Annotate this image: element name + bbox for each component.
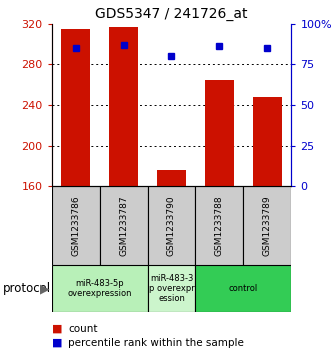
Text: protocol: protocol: [3, 282, 52, 295]
Text: miR-483-3
p overexpr
ession: miR-483-3 p overexpr ession: [149, 274, 194, 303]
Text: percentile rank within the sample: percentile rank within the sample: [68, 338, 244, 348]
Text: miR-483-5p
overexpression: miR-483-5p overexpression: [67, 279, 132, 298]
Bar: [157, 170, 186, 186]
Bar: [195, 265, 291, 312]
Text: GSM1233786: GSM1233786: [71, 195, 80, 256]
Text: count: count: [68, 323, 98, 334]
Bar: [243, 186, 291, 265]
Text: GSM1233789: GSM1233789: [263, 195, 272, 256]
Bar: [205, 79, 234, 186]
Bar: [148, 186, 195, 265]
Bar: [148, 265, 195, 312]
Text: GSM1233788: GSM1233788: [215, 195, 224, 256]
Text: GSM1233787: GSM1233787: [119, 195, 128, 256]
Bar: [52, 265, 148, 312]
Title: GDS5347 / 241726_at: GDS5347 / 241726_at: [95, 7, 248, 21]
Text: GSM1233790: GSM1233790: [167, 195, 176, 256]
Text: ■: ■: [52, 323, 62, 334]
Bar: [253, 97, 282, 186]
Bar: [52, 186, 100, 265]
Bar: [100, 186, 148, 265]
Bar: [109, 26, 138, 186]
Text: control: control: [229, 284, 258, 293]
Bar: [195, 186, 243, 265]
Text: ▶: ▶: [40, 282, 50, 295]
Bar: [61, 29, 90, 186]
Text: ■: ■: [52, 338, 62, 348]
